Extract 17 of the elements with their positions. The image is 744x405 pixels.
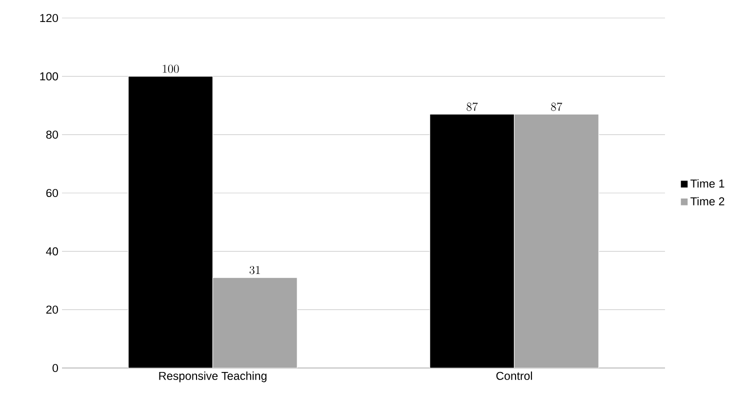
legend-label: Time 2 bbox=[690, 196, 724, 206]
y-tick-label: 120 bbox=[40, 14, 58, 22]
y-tick-label: 80 bbox=[46, 130, 58, 139]
x-tick-label: Control bbox=[496, 372, 532, 380]
y-tick-label: 20 bbox=[46, 306, 58, 314]
data-label: 87 bbox=[466, 102, 478, 111]
bar bbox=[430, 114, 515, 368]
y-tick-label: 40 bbox=[46, 247, 58, 256]
y-tick-label: 100 bbox=[40, 72, 58, 80]
data-label: 87 bbox=[551, 102, 562, 111]
x-tick-label: Responsive Teaching bbox=[159, 372, 266, 382]
data-label: 31 bbox=[250, 266, 260, 274]
bar bbox=[128, 76, 214, 368]
data-label: 100 bbox=[162, 64, 179, 73]
legend-label: Time 1 bbox=[690, 179, 724, 188]
y-tick-label: 0 bbox=[52, 364, 58, 372]
y-tick-label: 60 bbox=[46, 188, 58, 198]
